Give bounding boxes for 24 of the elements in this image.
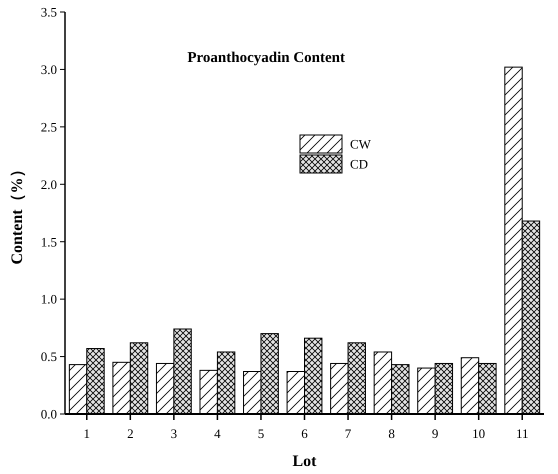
x-tick-label: 10 xyxy=(472,426,486,441)
legend-label: CD xyxy=(350,156,368,172)
y-tick-label: 3.0 xyxy=(40,62,57,77)
x-tick-label: 4 xyxy=(214,426,222,441)
x-tick-label: 11 xyxy=(516,426,528,441)
y-tick-label: 1.0 xyxy=(40,292,57,307)
x-tick-label: 5 xyxy=(258,426,264,441)
x-tick-label: 9 xyxy=(432,426,438,441)
y-tick-label: 3.5 xyxy=(40,4,57,20)
y-tick-label: 1.5 xyxy=(40,234,57,250)
x-tick-label: 8 xyxy=(388,426,395,441)
y-tick-label: 2.0 xyxy=(40,176,57,192)
y-tick-label: 2.5 xyxy=(40,119,57,134)
text: Proanthocyadin Content xyxy=(187,50,346,66)
legend-label: CW xyxy=(350,136,372,152)
x-tick-label: 6 xyxy=(301,426,308,441)
x-axis-title: Lot xyxy=(292,453,318,470)
y-tick-label: 0.0 xyxy=(40,406,57,422)
y-axis-title: Content（%） xyxy=(9,161,26,265)
x-tick-label: 2 xyxy=(127,426,134,441)
x-tick-label: 1 xyxy=(84,426,90,441)
x-tick-label: 7 xyxy=(344,426,352,441)
y-tick-label: 0.5 xyxy=(40,349,57,364)
x-tick-label: 3 xyxy=(170,426,178,441)
